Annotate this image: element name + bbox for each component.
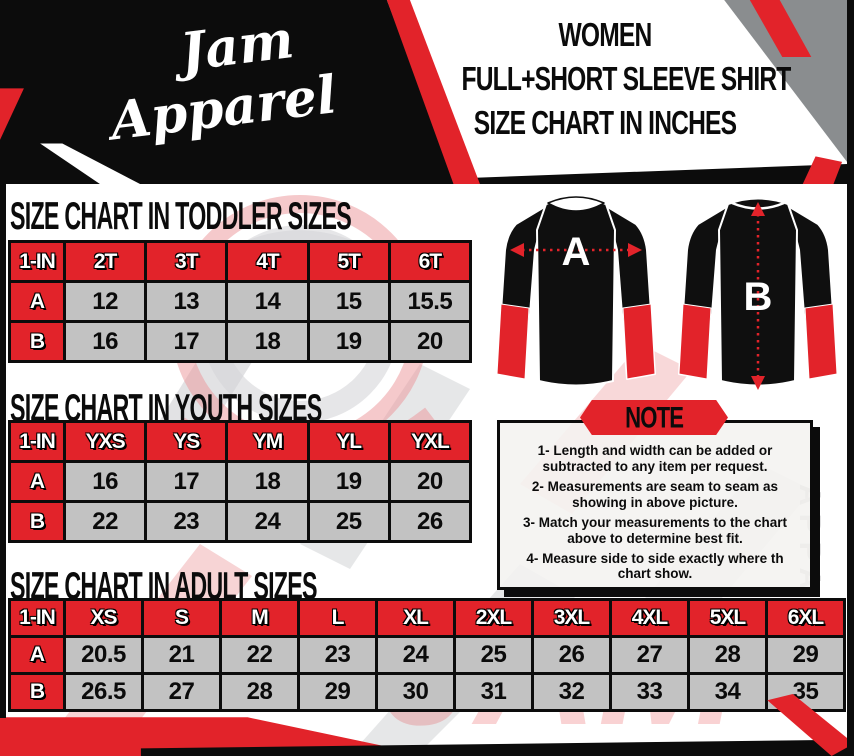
table-cell: 15 bbox=[309, 283, 388, 320]
table-cell: 26.5 bbox=[66, 675, 141, 709]
note-item: 1- Length and width can be added or subt… bbox=[537, 443, 773, 474]
row-label: B bbox=[11, 675, 63, 709]
table-cell: 20 bbox=[390, 323, 469, 360]
note-box: 1- Length and width can be added or subt… bbox=[497, 420, 813, 590]
title-line-units: SIZE CHART IN INCHES bbox=[473, 105, 737, 142]
shirt-back-view: B bbox=[678, 197, 838, 390]
column-header: 4XL bbox=[612, 601, 687, 635]
table-cell: 34 bbox=[690, 675, 765, 709]
shirt-front-view: A bbox=[496, 196, 656, 387]
column-header: 1-IN bbox=[11, 601, 63, 635]
table-cell: 13 bbox=[147, 283, 226, 320]
note-item: 3- Match your measurements to the chart … bbox=[522, 514, 788, 546]
column-header: 2XL bbox=[456, 601, 531, 635]
brand-logo: Jam Apparel bbox=[89, 5, 352, 155]
table-cell: 30 bbox=[378, 675, 453, 709]
row-label: A bbox=[11, 283, 63, 320]
column-header: 6XL bbox=[768, 601, 843, 635]
table-cell: 20.5 bbox=[66, 638, 141, 672]
table-cell: 22 bbox=[66, 503, 145, 540]
column-header: 2T bbox=[66, 243, 145, 280]
front-measure-label: A bbox=[562, 230, 591, 274]
table-cell: 20 bbox=[390, 463, 469, 500]
row-label: A bbox=[11, 638, 63, 672]
table-cell: 15.5 bbox=[390, 283, 469, 320]
width-arrowhead-left bbox=[510, 243, 524, 257]
table-cell: 18 bbox=[228, 323, 307, 360]
table-cell: 18 bbox=[228, 463, 307, 500]
table-cell: 19 bbox=[309, 323, 388, 360]
column-header: 5T bbox=[309, 243, 388, 280]
table-cell: 32 bbox=[534, 675, 609, 709]
table-cell: 19 bbox=[309, 463, 388, 500]
column-header: YM bbox=[228, 423, 307, 460]
title-line-product: FULL+SHORT SLEEVE SHIRT bbox=[461, 61, 792, 98]
column-header: 1-IN bbox=[11, 243, 63, 280]
table-cell: 35 bbox=[768, 675, 843, 709]
right-frame-border bbox=[847, 0, 854, 756]
column-header: 4T bbox=[228, 243, 307, 280]
top-banner: Jam Apparel WOMEN FULL+SHORT SLEEVE SHIR… bbox=[0, 0, 854, 184]
adult-size-table: 1-IN XS S M L XL 2XL 3XL 4XL 5XL 6XL A 2… bbox=[8, 598, 846, 712]
table-cell: 27 bbox=[144, 675, 219, 709]
toddler-section-title: SIZE CHART IN TODDLER SIZES bbox=[10, 194, 352, 238]
table-cell: 26 bbox=[534, 638, 609, 672]
youth-size-table: 1-IN YXS YS YM YL YXL A 16 17 18 19 20 B… bbox=[8, 420, 472, 543]
column-header: YXS bbox=[66, 423, 145, 460]
table-cell: 25 bbox=[309, 503, 388, 540]
table-cell: 12 bbox=[66, 283, 145, 320]
note-title: NOTE bbox=[624, 399, 684, 435]
column-header: YXL bbox=[390, 423, 469, 460]
table-cell: 33 bbox=[612, 675, 687, 709]
table-cell: 25 bbox=[456, 638, 531, 672]
row-label: A bbox=[11, 463, 63, 500]
column-header: 3T bbox=[147, 243, 226, 280]
column-header: 1-IN bbox=[11, 423, 63, 460]
note-ribbon: NOTE bbox=[580, 400, 728, 435]
length-arrowhead-bottom bbox=[751, 376, 765, 390]
table-cell: 23 bbox=[300, 638, 375, 672]
back-measure-label: B bbox=[744, 275, 773, 319]
toddler-size-table: 1-IN 2T 3T 4T 5T 6T A 12 13 14 15 15.5 B… bbox=[8, 240, 472, 363]
column-header: 3XL bbox=[534, 601, 609, 635]
row-label: B bbox=[11, 503, 63, 540]
column-header: YS bbox=[147, 423, 226, 460]
note-item: 4- Measure side to side exactly where th… bbox=[526, 550, 784, 582]
table-cell: 31 bbox=[456, 675, 531, 709]
column-header: 5XL bbox=[690, 601, 765, 635]
table-cell: 24 bbox=[378, 638, 453, 672]
table-cell: 21 bbox=[144, 638, 219, 672]
row-label: B bbox=[11, 323, 63, 360]
column-header: M bbox=[222, 601, 297, 635]
table-cell: 28 bbox=[222, 675, 297, 709]
table-cell: 27 bbox=[612, 638, 687, 672]
table-cell: 29 bbox=[768, 638, 843, 672]
table-cell: 17 bbox=[147, 463, 226, 500]
title-line-women: WOMEN bbox=[558, 17, 653, 54]
page-title: WOMEN FULL+SHORT SLEEVE SHIRT SIZE CHART… bbox=[430, 14, 792, 146]
left-frame-border bbox=[0, 184, 6, 718]
column-header: S bbox=[144, 601, 219, 635]
table-cell: 24 bbox=[228, 503, 307, 540]
column-header: XS bbox=[66, 601, 141, 635]
table-cell: 29 bbox=[300, 675, 375, 709]
column-header: 6T bbox=[390, 243, 469, 280]
length-arrowhead-top bbox=[751, 202, 765, 216]
brand-line2: Apparel bbox=[107, 64, 340, 153]
column-header: YL bbox=[309, 423, 388, 460]
width-arrowhead-right bbox=[628, 243, 642, 257]
shirt-measurement-diagram: A B bbox=[496, 196, 838, 390]
table-cell: 14 bbox=[228, 283, 307, 320]
column-header: XL bbox=[378, 601, 453, 635]
table-cell: 28 bbox=[690, 638, 765, 672]
table-cell: 23 bbox=[147, 503, 226, 540]
table-cell: 26 bbox=[390, 503, 469, 540]
column-header: L bbox=[300, 601, 375, 635]
table-cell: 22 bbox=[222, 638, 297, 672]
table-cell: 16 bbox=[66, 463, 145, 500]
table-cell: 17 bbox=[147, 323, 226, 360]
note-item: 2- Measurements are seam to seam as show… bbox=[531, 478, 779, 510]
table-cell: 16 bbox=[66, 323, 145, 360]
